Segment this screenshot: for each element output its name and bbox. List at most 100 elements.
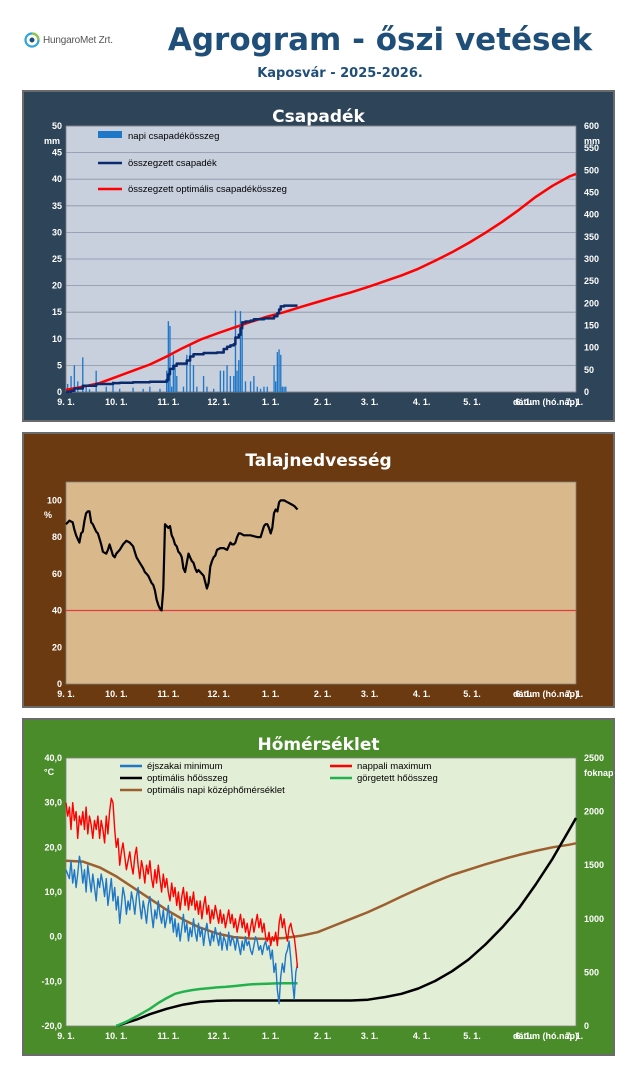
daily-precip-bar (239, 311, 242, 392)
daily-precip-bar (285, 386, 287, 392)
x-axis-label: dátum (hó.nap) (513, 689, 578, 699)
daily-precip-bar (234, 310, 237, 392)
y-tick-label: 0,0 (49, 932, 62, 942)
y2-tick-label: 2500 (584, 753, 604, 763)
x-tick-label: 10. 1. (105, 397, 128, 407)
daily-precip-bar (233, 376, 235, 392)
precipitation-chart: Csapadék 0 5 10 15 20 25 30 35 40 45 50 mm 0 50 100 150 2… (24, 92, 613, 420)
x-tick-label: 11. 1. (157, 397, 179, 407)
x-tick-label: 4. 1. (413, 689, 431, 699)
daily-precip-bar (202, 376, 205, 392)
x-tick-label: 2. 1. (314, 689, 332, 699)
y2-tick-label: 400 (584, 210, 599, 220)
x-tick-label: 2. 1. (314, 1031, 332, 1041)
y-tick-label: 5 (57, 360, 62, 370)
logo-text: HungaroMet Zrt. (43, 34, 113, 46)
x-tick-label: 5. 1. (463, 689, 481, 699)
y-tick-label: 80 (52, 532, 62, 542)
daily-precip-bar (67, 384, 69, 392)
daily-precip-bar (280, 354, 282, 392)
x-tick-label: 9. 1. (57, 689, 75, 699)
x-tick-label: 9. 1. (57, 397, 75, 407)
x-tick-label: 7. 1. (566, 397, 584, 407)
x-tick-label: 12. 1. (207, 397, 230, 407)
x-tick-label: 7. 1. (566, 1031, 584, 1041)
daily-precip-bar (253, 376, 255, 392)
y2-tick-label: 500 (584, 165, 599, 175)
chart-title: Talajnedvesség (245, 451, 391, 471)
x-tick-label: 6. 1. (515, 689, 533, 699)
y2-axis-label: mm (584, 136, 600, 146)
legend-label: éjszakai minimum (147, 761, 223, 772)
daily-precip-bar (196, 386, 198, 392)
page-subtitle: Kaposvár - 2025-2026. (257, 66, 423, 81)
optimal-heatsum-line (115, 817, 578, 1028)
rolling-heatsum-line (115, 982, 298, 1028)
daily-precip-bar (263, 386, 265, 392)
daily-precip-bar (256, 386, 258, 392)
daily-precip-bar (82, 357, 84, 392)
y-tick-label: 25 (52, 254, 62, 264)
y-tick-label: 20 (52, 642, 62, 652)
soil-moisture-panel: Talajnedvesség 0 20 40 60 80 100% 9. 1. 10. 1. 11… (22, 432, 615, 708)
x-tick-label: 4. 1. (413, 397, 431, 407)
legend-label: optimális hőösszeg (147, 773, 228, 784)
daily-precip-bar (249, 381, 252, 392)
daily-precip-bar (142, 388, 144, 392)
daily-precip-bar (259, 388, 262, 392)
x-tick-label: 3. 1. (361, 397, 379, 407)
optimal-precip-line (65, 172, 577, 392)
x-tick-label: 9. 1. (57, 1031, 75, 1041)
daily-precip-bar (85, 386, 87, 392)
y-tick-label: 40,0 (44, 753, 62, 763)
daily-precip-bar (192, 365, 195, 392)
x-tick-label: 10. 1. (105, 689, 128, 699)
y-tick-label: 45 (52, 148, 62, 158)
daily-precip-bar (236, 370, 238, 392)
chart-title: Hőmérséklet (258, 735, 380, 755)
y-tick-label: 10 (52, 334, 62, 344)
x-tick-label: 4. 1. (413, 1031, 431, 1041)
y-axis-label: °C (44, 767, 55, 777)
plot-area (66, 482, 576, 684)
y-tick-label: 30,0 (44, 798, 62, 808)
plot-border (65, 481, 577, 685)
y-tick-label: 10,0 (44, 887, 62, 897)
daily-precip-bar (159, 388, 161, 392)
daily-precip-bar (226, 365, 228, 392)
y2-tick-label: 2000 (584, 807, 604, 817)
day-maximum-line (65, 797, 299, 968)
y2-tick-label: 0 (584, 387, 589, 397)
daily-precip-bar (275, 381, 277, 392)
daily-precip-bar (283, 386, 285, 392)
page-title: Agrogram - őszi vetések (167, 22, 593, 58)
y-axis-label: % (44, 510, 52, 520)
y-tick-label: 30 (52, 227, 62, 237)
y2-tick-label: 1000 (584, 914, 604, 924)
daily-precip-bar (132, 387, 134, 392)
optimal-daily-mean-line (65, 842, 577, 941)
daily-precip-bar (174, 365, 176, 392)
legend-label: összegzett csapadék (128, 158, 217, 169)
legend-swatch (98, 131, 122, 138)
daily-precip-bar (172, 354, 175, 392)
x-tick-label: 3. 1. (361, 1031, 379, 1041)
legend-label: optimális napi középhőmérséklet (147, 785, 285, 796)
daily-precip-bar (223, 370, 225, 392)
y2-tick-label: 550 (584, 143, 599, 153)
daily-precip-bar (169, 326, 171, 392)
daily-precip-bar (149, 386, 151, 392)
daily-precip-bar (206, 386, 208, 392)
daily-precip-bar (244, 381, 247, 392)
plot-border (65, 757, 577, 1027)
y-tick-label: 60 (52, 569, 62, 579)
y-tick-label: 20 (52, 281, 62, 291)
daily-precip-bar (189, 344, 191, 392)
cumulative-precip-line (66, 304, 298, 394)
y2-axis-label: foknap (584, 768, 613, 778)
x-tick-label: 2. 1. (314, 397, 332, 407)
daily-precip-bar (182, 386, 185, 392)
daily-precip-bar (95, 370, 97, 392)
y-tick-label: 40 (52, 174, 62, 184)
